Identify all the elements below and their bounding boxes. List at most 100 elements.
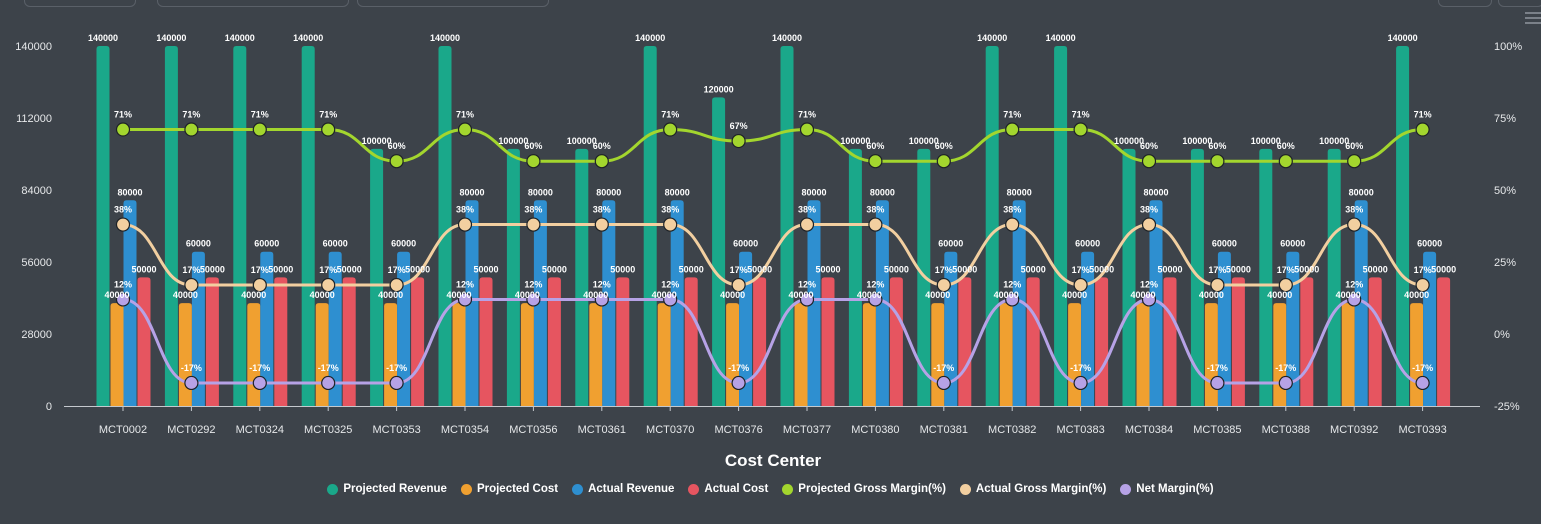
legend-item[interactable]: Projected Gross Margin(%) — [782, 483, 946, 495]
bar-data-label: 60000 — [1075, 239, 1100, 249]
bar-data-label: 140000 — [635, 33, 665, 43]
line-series — [115, 122, 1430, 391]
bar-data-label: 50000 — [1089, 264, 1114, 274]
line-data-label: -17% — [1070, 363, 1091, 373]
bar-actual-revenue — [465, 200, 479, 406]
line-data-label: 60% — [1208, 141, 1226, 151]
line-data-label: 71% — [661, 110, 679, 120]
line-data-label: -17% — [1275, 363, 1296, 373]
legend-label: Projected Revenue — [343, 483, 447, 495]
top-tab[interactable] — [1498, 0, 1541, 7]
bar-actual-cost — [1231, 277, 1245, 406]
bar-actual-cost — [753, 277, 767, 406]
legend-item[interactable]: Actual Cost — [688, 483, 768, 495]
line-data-label: 67% — [730, 121, 748, 131]
y-tick-label: 112000 — [16, 113, 52, 125]
line-point-actual-gross-margin- — [1278, 277, 1293, 293]
bar-data-label: 40000 — [1404, 290, 1429, 300]
bar-actual-revenue — [533, 200, 547, 406]
line-data-label: 12% — [866, 279, 884, 289]
bar-projected-revenue — [438, 46, 452, 406]
bar-actual-cost — [1368, 277, 1382, 406]
line-point-net-margin- — [1005, 292, 1020, 307]
bar-data-label: 40000 — [173, 290, 198, 300]
bar-projected-revenue — [575, 148, 589, 406]
line-point-projected-gross-margin- — [936, 154, 951, 169]
bar-series — [96, 46, 1451, 406]
legend-item[interactable]: Projected Cost — [460, 483, 559, 495]
bar-actual-cost — [1300, 277, 1314, 406]
legend-label: Projected Cost — [476, 483, 559, 495]
legend-item[interactable]: Actual Gross Margin(%) — [959, 483, 1107, 495]
legend-item[interactable]: Net Margin(%) — [1120, 483, 1214, 495]
y2-tick-label: 75% — [1494, 113, 1516, 125]
line-point-actual-gross-margin- — [457, 217, 473, 232]
legend-item[interactable]: Actual Revenue — [572, 483, 674, 495]
bar-actual-cost — [1095, 277, 1109, 406]
bar-projected-cost — [1410, 303, 1424, 406]
line-point-net-margin- — [526, 292, 541, 307]
bar-actual-cost — [411, 277, 425, 406]
x-tick-label: MCT0325 — [304, 424, 352, 436]
bar-projected-cost — [1068, 303, 1082, 406]
bar-data-label: 40000 — [1199, 290, 1224, 300]
line-point-projected-gross-margin- — [389, 154, 404, 169]
line-data-label: 38% — [1140, 205, 1158, 215]
line-data-label: 12% — [1345, 279, 1363, 289]
line-data-label: 60% — [935, 141, 953, 151]
hamburger-menu-icon[interactable] — [1525, 12, 1541, 26]
bar-data-label: 50000 — [679, 264, 704, 274]
bar-actual-cost — [1163, 277, 1177, 406]
bar-data-label: 50000 — [268, 264, 293, 274]
y-tick-label: 84000 — [21, 185, 52, 197]
bar-data-label: 140000 — [156, 33, 186, 43]
bar-data-label: 50000 — [1157, 264, 1182, 274]
bar-data-label: 80000 — [870, 187, 895, 197]
bar-projected-cost — [452, 303, 466, 406]
line-point-net-margin- — [1347, 292, 1362, 307]
bar-data-label: 50000 — [131, 264, 156, 274]
bar-data-label: 40000 — [720, 290, 745, 300]
legend-item[interactable]: Projected Revenue — [327, 483, 447, 495]
bar-actual-revenue — [123, 200, 137, 406]
line-data-label: 17% — [1072, 265, 1090, 275]
bar-data-label: 100000 — [567, 136, 597, 146]
bar-projected-cost — [1273, 303, 1287, 406]
bar-data-label: 50000 — [1294, 264, 1319, 274]
line-point-net-margin- — [868, 292, 883, 307]
line-point-net-margin- — [389, 375, 404, 391]
bar-data-label: 50000 — [1021, 264, 1046, 274]
x-tick-label: MCT0381 — [920, 424, 968, 436]
bar-data-label: 50000 — [747, 264, 772, 274]
line-point-projected-gross-margin- — [1415, 122, 1430, 137]
line-data-label: 71% — [319, 110, 337, 120]
line-point-net-margin- — [1073, 375, 1088, 391]
line-point-projected-gross-margin- — [731, 133, 746, 149]
legend-marker — [572, 483, 584, 495]
bar-data-label: 100000 — [1114, 136, 1144, 146]
bar-actual-cost — [616, 277, 630, 406]
bar-data-label: 40000 — [104, 290, 129, 300]
bar-projected-revenue — [848, 148, 862, 406]
legend-label: Actual Gross Margin(%) — [975, 483, 1107, 495]
bar-data-label: 50000 — [337, 264, 362, 274]
bar-projected-revenue — [1054, 46, 1068, 406]
bar-data-label: 40000 — [1130, 290, 1155, 300]
line-data-label: 60% — [1345, 141, 1363, 151]
bar-projected-cost — [110, 303, 124, 406]
bar-data-label: 40000 — [857, 290, 882, 300]
bar-data-label: 140000 — [293, 33, 323, 43]
bar-data-label: 60000 — [391, 239, 416, 249]
bar-actual-cost — [137, 277, 151, 406]
y2-tick-label: 100% — [1494, 41, 1522, 53]
x-tick-label: MCT0354 — [441, 424, 489, 436]
x-tick-label: MCT0392 — [1330, 424, 1378, 436]
bar-data-label: 60000 — [254, 239, 279, 249]
line-point-projected-gross-margin- — [457, 122, 473, 137]
x-axis-title: Cost Center — [725, 451, 822, 470]
line-point-projected-gross-margin- — [184, 122, 199, 137]
line-point-actual-gross-margin- — [594, 217, 609, 232]
line-point-actual-gross-margin- — [321, 277, 336, 293]
bar-data-label: 80000 — [528, 187, 553, 197]
bar-actual-cost — [1437, 277, 1451, 406]
